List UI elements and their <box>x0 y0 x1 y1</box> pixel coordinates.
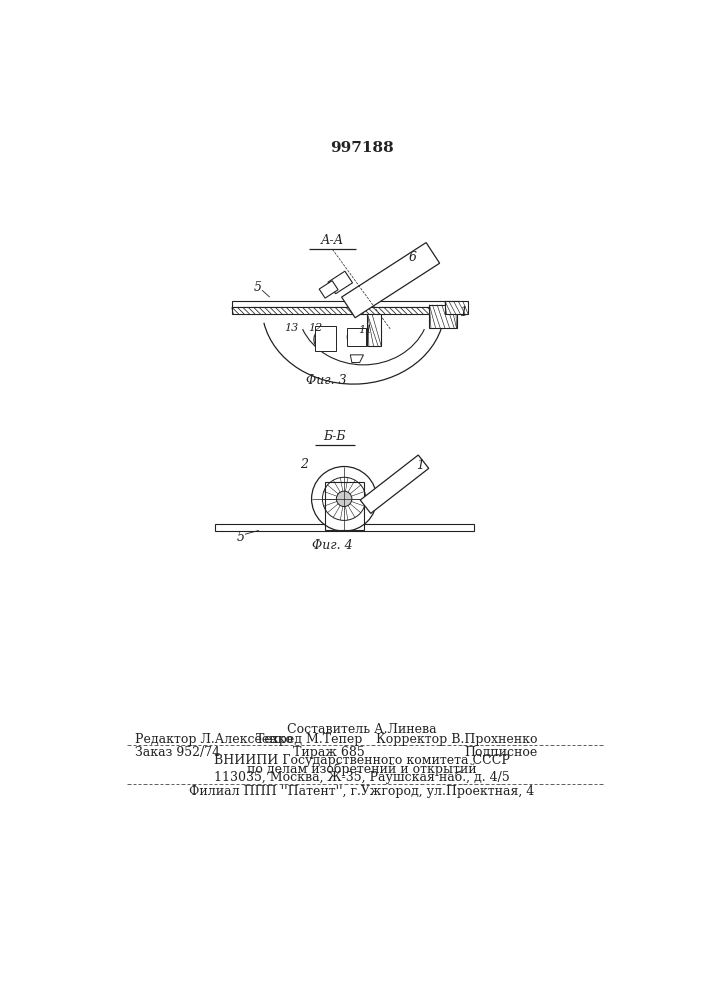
Text: Филиал ППП ''Патент'', г.Ужгород, ул.Проектная, 4: Филиал ППП ''Патент'', г.Ужгород, ул.Про… <box>189 785 534 798</box>
Text: Редактор Л.Алексеенко: Редактор Л.Алексеенко <box>135 733 293 746</box>
Text: 1: 1 <box>460 306 467 319</box>
Polygon shape <box>368 314 381 346</box>
Text: 5: 5 <box>253 281 262 294</box>
Text: 11: 11 <box>358 325 373 335</box>
Polygon shape <box>351 355 363 363</box>
Polygon shape <box>232 307 457 314</box>
Text: 113035, Москва, Ж-35, Раушская наб., д. 4/5: 113035, Москва, Ж-35, Раушская наб., д. … <box>214 771 510 784</box>
Polygon shape <box>341 243 440 318</box>
Polygon shape <box>215 524 474 531</box>
Text: Φиг. 4: Φиг. 4 <box>312 539 353 552</box>
Text: Составитель А.Линева: Составитель А.Линева <box>287 723 437 736</box>
Polygon shape <box>328 271 353 294</box>
Text: 997188: 997188 <box>330 141 394 155</box>
Text: Тираж 685: Тираж 685 <box>293 746 365 759</box>
Polygon shape <box>445 301 468 314</box>
Text: 12: 12 <box>308 323 322 333</box>
Polygon shape <box>232 301 457 307</box>
Text: 1: 1 <box>416 459 424 472</box>
Text: Б-Б: Б-Б <box>324 430 346 443</box>
Polygon shape <box>319 281 338 298</box>
Text: ВНИИПИ Государственного комитета СССР: ВНИИПИ Государственного комитета СССР <box>214 754 510 767</box>
Text: Корректор В.Прохненко: Корректор В.Прохненко <box>376 733 538 746</box>
Text: Подписное: Подписное <box>464 746 538 759</box>
Text: 5: 5 <box>236 531 245 544</box>
Text: Техред М.Тепер: Техред М.Тепер <box>256 733 363 746</box>
Text: 2: 2 <box>300 458 308 471</box>
Polygon shape <box>361 455 428 513</box>
Circle shape <box>337 491 352 507</box>
Polygon shape <box>315 326 337 351</box>
Polygon shape <box>347 328 366 346</box>
Text: 6: 6 <box>409 251 416 264</box>
Polygon shape <box>325 482 363 530</box>
Text: Заказ 952/74: Заказ 952/74 <box>135 746 220 759</box>
Text: Φиг. 3: Φиг. 3 <box>306 374 346 387</box>
Text: 13: 13 <box>284 323 298 333</box>
Polygon shape <box>429 305 457 328</box>
Text: А-А: А-А <box>321 234 344 247</box>
Text: по делам изобретений и открытий: по делам изобретений и открытий <box>247 762 477 776</box>
